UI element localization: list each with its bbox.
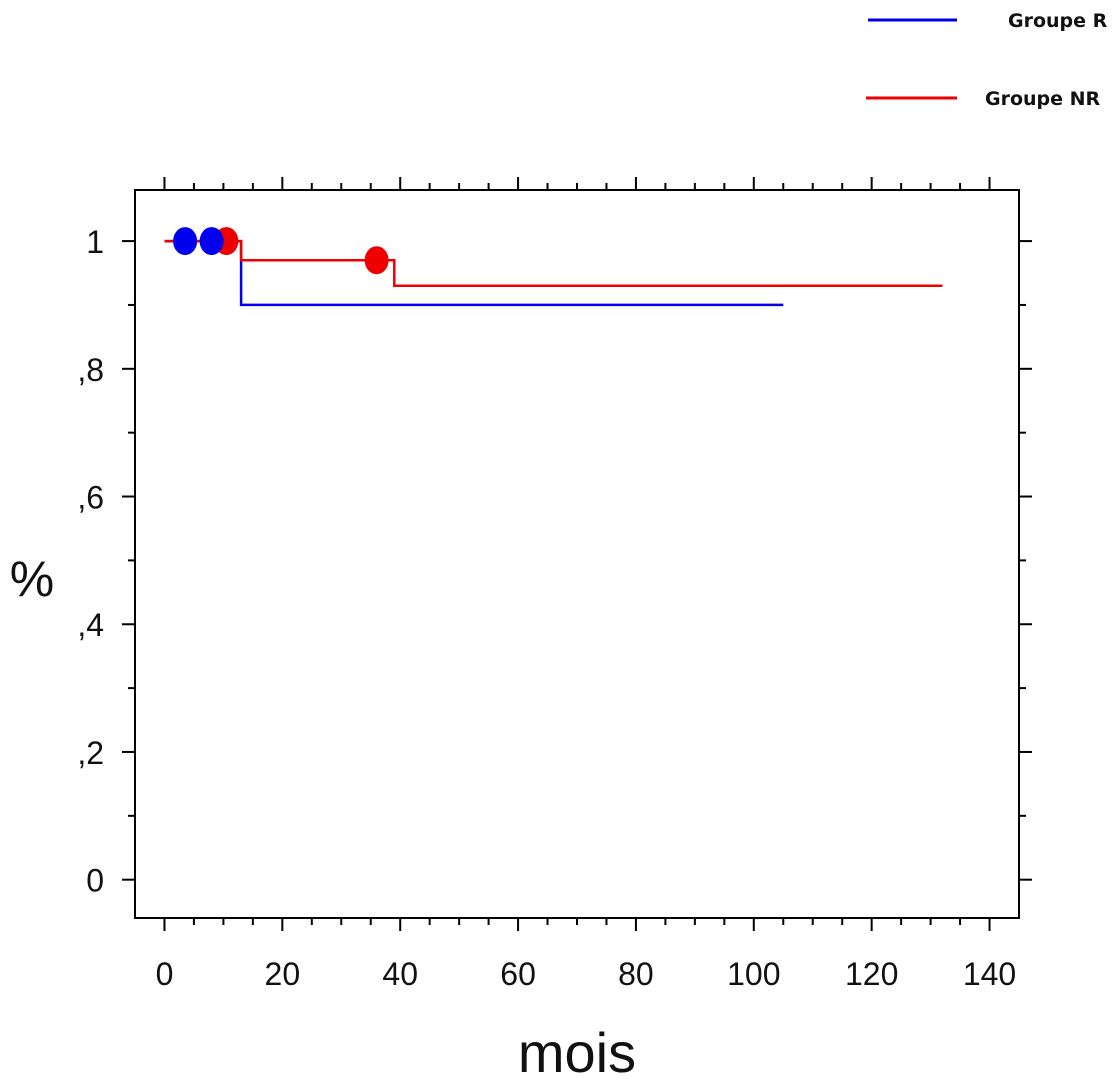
y-axis-title: % <box>10 551 54 607</box>
axis-tick-labels: 0 20 40 60 80 100 120 140 0 ,2 ,4 ,6 ,8 1 <box>77 224 1016 992</box>
x-axis-title: mois <box>518 1021 636 1079</box>
y-tick-label-0: 0 <box>86 863 104 899</box>
y-tick-label-4: ,8 <box>77 352 104 388</box>
censor-mark-1-1 <box>364 246 389 275</box>
censor-mark-0-0 <box>173 227 198 256</box>
x-tick-label-100: 100 <box>727 956 780 992</box>
x-tick-label-0: 0 <box>156 956 174 992</box>
x-tick-label-80: 80 <box>618 956 654 992</box>
y-tick-label-2: ,4 <box>77 607 104 643</box>
series-line-0 <box>164 239 784 307</box>
legend: Groupe R Groupe NR <box>866 10 1108 110</box>
censor-mark-0-1 <box>199 227 224 256</box>
x-tick-label-20: 20 <box>265 956 301 992</box>
y-tick-label-5: 1 <box>86 224 104 260</box>
x-tick-label-40: 40 <box>382 956 418 992</box>
series-layer <box>164 227 943 307</box>
x-tick-label-60: 60 <box>500 956 536 992</box>
x-tick-label-140: 140 <box>963 956 1016 992</box>
legend-label-groupe-nr: Groupe NR <box>985 88 1101 110</box>
x-tick-label-120: 120 <box>845 956 898 992</box>
y-tick-label-3: ,6 <box>77 480 104 516</box>
axis-ticks <box>122 177 1032 931</box>
y-tick-label-1: ,2 <box>77 735 104 771</box>
plot-frame <box>134 189 1020 919</box>
series-line-1 <box>164 239 943 288</box>
legend-label-groupe-r: Groupe R <box>1008 10 1108 32</box>
